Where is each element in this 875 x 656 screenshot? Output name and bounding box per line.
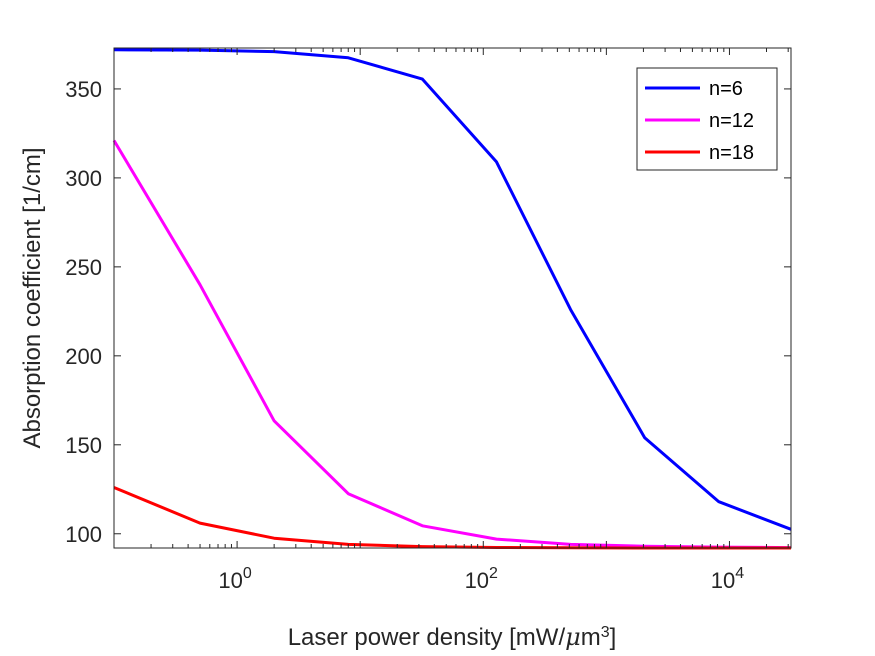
legend-label-n18: n=18: [709, 142, 754, 164]
x-axis-label-sup: 3: [601, 624, 610, 641]
x-axis-label-mu: μ: [565, 623, 581, 651]
x-axis-label-m: m: [581, 624, 601, 651]
x-axis-label: Laser power density [mW/μm3]: [288, 623, 617, 651]
x-tick-label: 104: [711, 565, 744, 593]
ticks-layer: 100 102 104 100 150 200 250 300 350: [65, 48, 791, 593]
x-tick-label: 100: [218, 565, 251, 593]
legend-label-n12: n=12: [709, 110, 754, 132]
y-axis-label: Absorption coefficient [1/cm]: [19, 147, 46, 448]
x-axis-label-suffix: ]: [610, 624, 617, 651]
x-axis-label-prefix: Laser power density [mW/: [288, 624, 566, 651]
y-tick-label: 300: [65, 166, 102, 191]
x-tick-label: 102: [465, 565, 498, 593]
y-tick-label: 200: [65, 344, 102, 369]
y-tick-label: 150: [65, 433, 102, 458]
legend: n=6 n=12 n=18: [636, 67, 778, 171]
y-tick-label: 350: [65, 77, 102, 102]
y-tick-label: 250: [65, 255, 102, 280]
legend-label-n6: n=6: [709, 78, 743, 100]
axes-frame: [113, 47, 792, 549]
y-tick-label: 100: [65, 522, 102, 547]
axes-layer: [113, 47, 792, 549]
